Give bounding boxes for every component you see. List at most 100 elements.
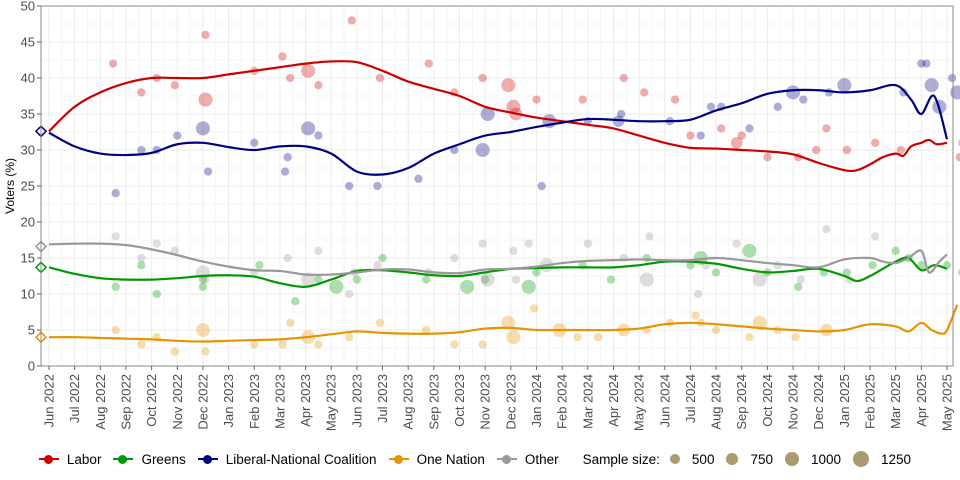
- poll-point-liberal-national-coalition: [947, 73, 957, 83]
- poll-point-labor: [730, 137, 743, 149]
- x-tick-label: Apr 2024: [606, 374, 621, 427]
- x-tick-label: Jul 2024: [683, 374, 698, 423]
- poll-point-labor: [811, 145, 821, 155]
- poll-point-labor: [301, 63, 316, 78]
- poll-point-greens: [606, 275, 616, 284]
- poll-point-greens: [255, 261, 264, 270]
- poll-point-greens: [137, 261, 146, 270]
- size-label: 1250: [881, 451, 912, 467]
- y-axis: 0 5 10 15 20 25 30 35 40 45 50: [21, 0, 41, 374]
- poll-point-liberal-national-coalition: [137, 145, 146, 155]
- trend-line-liberal-national-coalition: [48, 83, 949, 176]
- x-tick-label: Mar 2025: [888, 374, 903, 429]
- poll-point-one-nation: [111, 325, 120, 335]
- poll-point-liberal-national-coalition: [414, 174, 423, 183]
- x-tick-label: Feb 2024: [555, 374, 570, 429]
- y-tick-label: 40: [21, 71, 35, 86]
- poll-point-other: [752, 272, 767, 287]
- y-tick-label: 10: [21, 287, 35, 302]
- poll-point-labor: [108, 59, 118, 68]
- poll-point-other: [301, 272, 316, 287]
- poll-point-greens: [329, 279, 344, 294]
- x-tick-label: Nov 2023: [478, 374, 493, 430]
- poll-point-one-nation: [450, 340, 459, 349]
- y-tick-label: 20: [21, 215, 35, 230]
- poll-point-other: [796, 275, 805, 284]
- poll-point-labor: [478, 73, 487, 83]
- poll-point-other: [137, 253, 146, 263]
- poll-point-labor: [737, 131, 746, 140]
- y-tick-label: 50: [21, 0, 35, 14]
- y-tick-label: 15: [21, 251, 35, 266]
- poll-point-other: [524, 239, 533, 248]
- poll-point-labor: [347, 16, 356, 25]
- poll-point-one-nation: [711, 325, 721, 335]
- poll-point-liberal-national-coalition: [345, 181, 354, 191]
- y-tick-label: 30: [21, 143, 35, 158]
- poll-point-labor: [763, 153, 772, 162]
- poll-point-liberal-national-coalition: [203, 167, 213, 176]
- x-tick-label: Dec 2022: [195, 374, 210, 430]
- poll-point-one-nation: [286, 318, 295, 327]
- poll-point-liberal-national-coalition: [301, 121, 316, 136]
- legend-label: Other: [524, 451, 559, 467]
- poll-point-one-nation: [478, 340, 487, 349]
- x-tick-label: Apr 2025: [914, 374, 929, 427]
- poll-point-one-nation: [506, 330, 521, 345]
- poll-point-one-nation: [201, 347, 210, 356]
- poll-point-labor: [670, 95, 680, 104]
- poll-point-liberal-national-coalition: [837, 78, 852, 93]
- x-tick-label: Nov 2022: [170, 374, 185, 430]
- poll-point-labor: [198, 92, 213, 107]
- poll-point-other: [314, 246, 323, 255]
- poll-point-liberal-national-coalition: [173, 131, 182, 140]
- size-dot-icon: [784, 452, 799, 466]
- poll-point-greens: [352, 275, 362, 284]
- legend-item-coalition[interactable]: Liberal-National Coalition: [196, 452, 377, 467]
- x-tick-label: Feb 2023: [247, 374, 262, 429]
- size-label: 500: [691, 451, 715, 467]
- trend-line-other: [48, 242, 948, 277]
- poll-point-labor: [286, 73, 295, 83]
- poll-point-labor: [619, 73, 628, 83]
- coalition-swatch-icon: [196, 452, 220, 466]
- x-tick-label: Aug 2024: [709, 374, 724, 430]
- poll-point-greens: [521, 279, 536, 294]
- legend-item-one-nation[interactable]: One Nation: [387, 452, 485, 467]
- poll-point-labor: [955, 153, 960, 162]
- poll-point-other: [170, 246, 179, 255]
- poll-point-one-nation: [791, 333, 800, 342]
- y-tick-label: 0: [28, 359, 35, 374]
- poll-point-labor: [686, 131, 695, 140]
- legend-label: One Nation: [416, 451, 485, 467]
- poll-point-greens: [917, 261, 926, 270]
- poll-point-liberal-national-coalition: [537, 181, 546, 191]
- poll-point-other: [480, 272, 495, 287]
- trend-line-one-nation: [48, 304, 959, 343]
- sample-size-500: 500: [669, 451, 715, 467]
- x-tick-label: Apr 2023: [298, 374, 313, 427]
- labor-swatch-icon: [37, 452, 61, 466]
- sample-size-1000: 1000: [784, 452, 841, 467]
- poll-point-liberal-national-coalition: [922, 59, 931, 68]
- x-tick-label: Jun 2023: [349, 374, 364, 428]
- x-tick-label: Jan 2024: [529, 374, 544, 428]
- poll-point-labor: [506, 99, 521, 114]
- legend-item-greens[interactable]: Greens: [111, 452, 186, 467]
- poll-point-liberal-national-coalition: [111, 189, 120, 198]
- poll-point-liberal-national-coalition: [280, 167, 290, 176]
- size-dot-icon: [726, 453, 739, 465]
- poll-point-one-nation: [501, 315, 516, 330]
- poll-point-labor: [842, 145, 852, 155]
- poll-point-greens: [891, 246, 900, 255]
- x-tick-label: May 2024: [632, 374, 647, 431]
- poll-point-liberal-national-coalition: [950, 85, 960, 100]
- poll-point-labor: [501, 78, 516, 93]
- poll-point-liberal-national-coalition: [917, 59, 926, 68]
- legend-item-other[interactable]: Other: [495, 452, 559, 467]
- poll-point-liberal-national-coalition: [195, 121, 210, 136]
- legend-item-labor[interactable]: Labor: [37, 452, 101, 467]
- x-tick-label: Feb 2025: [863, 374, 878, 429]
- poll-point-one-nation: [422, 325, 431, 335]
- poll-point-labor: [278, 52, 287, 61]
